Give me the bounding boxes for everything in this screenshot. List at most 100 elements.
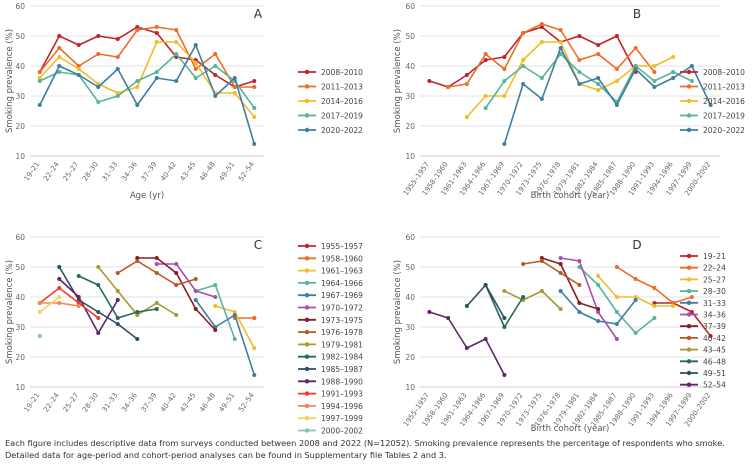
data-point <box>633 298 638 302</box>
data-point <box>135 256 140 260</box>
data-point <box>154 31 159 35</box>
data-point <box>689 79 694 83</box>
data-point <box>689 64 694 68</box>
data-point <box>193 307 198 311</box>
data-point <box>154 25 159 29</box>
data-point <box>96 82 101 86</box>
legend-label: 1961–1963 <box>321 267 363 276</box>
y-tick-label: 30 <box>405 323 415 332</box>
data-point <box>96 100 101 104</box>
legend-label: 1967–1969 <box>321 291 363 300</box>
legend-item: 25–27 <box>680 275 726 284</box>
y-tick-label: 50 <box>405 263 415 272</box>
data-point <box>558 289 563 293</box>
data-point <box>193 43 198 47</box>
data-point <box>708 334 713 338</box>
data-point <box>96 265 101 269</box>
data-point <box>76 304 81 308</box>
legend-label: 1964–1966 <box>321 279 363 288</box>
y-tick-label: 40 <box>405 62 415 71</box>
series-1991-1993 <box>37 286 101 320</box>
legend-label: 1991–1993 <box>321 390 363 399</box>
legend-label: 2000–2002 <box>321 427 363 436</box>
y-tick-label: 50 <box>15 32 25 41</box>
legend-label: 49–51 <box>703 369 726 378</box>
data-point <box>252 85 257 89</box>
data-point <box>57 34 62 38</box>
series-1994-1996 <box>37 301 81 308</box>
legend-item: 34–36 <box>680 311 726 320</box>
data-point <box>37 70 42 74</box>
legend-swatch-marker <box>686 370 692 376</box>
data-point <box>539 259 544 263</box>
data-point <box>502 373 507 377</box>
data-point <box>577 310 582 314</box>
data-point <box>596 310 601 314</box>
legend-label: 1985–1987 <box>321 365 363 374</box>
legend-item: 28–30 <box>680 287 726 296</box>
legend-item: 1973–1975 <box>298 316 363 325</box>
series-line <box>522 260 580 286</box>
x-tick-label: 49–51 <box>218 392 237 414</box>
x-tick-label: 28–30 <box>81 161 100 183</box>
legend-swatch-marker <box>686 253 692 259</box>
legend-item: 46–48 <box>680 357 726 366</box>
legend-label: 2011–2013 <box>703 83 745 92</box>
data-point <box>135 313 140 317</box>
series-1973-1975 <box>135 256 218 332</box>
data-point <box>76 64 81 68</box>
legend-swatch-marker <box>686 312 692 317</box>
panel-label: B <box>633 7 641 21</box>
data-point <box>577 34 582 38</box>
legend-label: 2014–2016 <box>703 97 745 106</box>
data-point <box>57 64 62 68</box>
data-point <box>96 34 101 38</box>
x-tick-label: 49–51 <box>218 161 237 183</box>
data-point <box>521 64 526 68</box>
legend-label: 1994–1996 <box>321 402 363 411</box>
series-line <box>466 41 674 118</box>
legend-swatch-marker <box>686 127 692 133</box>
legend-label: 2011–2013 <box>321 83 363 92</box>
legend-item: 2020–2022 <box>680 126 745 135</box>
data-point <box>483 58 488 62</box>
legend-swatch-marker <box>686 324 692 329</box>
data-point <box>464 73 469 77</box>
x-tick-label: 34–36 <box>120 391 139 413</box>
legend-item: 31–33 <box>680 299 726 308</box>
legend-item: 1991–1993 <box>298 390 363 399</box>
series-52-54 <box>427 310 507 377</box>
data-point <box>213 295 218 299</box>
data-point <box>652 304 657 308</box>
data-point <box>427 79 432 83</box>
panel-label: D <box>632 238 641 252</box>
series-line <box>195 299 256 376</box>
data-point <box>464 115 469 119</box>
data-point <box>614 322 619 326</box>
x-axis-title: Birth cohort (year) <box>531 191 610 201</box>
data-point <box>213 94 218 98</box>
legend: 19–21 22–24 25–27 28–30 31–33 34–36 37–39 40–42… <box>680 252 726 390</box>
data-point <box>502 94 507 98</box>
data-point <box>652 316 657 320</box>
data-point <box>596 52 601 56</box>
data-point <box>558 271 563 275</box>
legend-label: 34–36 <box>703 311 726 320</box>
data-point <box>193 277 198 281</box>
series-2011-2013 <box>37 25 257 89</box>
series-line <box>39 26 255 88</box>
data-point <box>521 82 526 86</box>
data-point <box>596 319 601 323</box>
data-point <box>115 55 120 59</box>
series-line <box>484 53 693 109</box>
data-point <box>213 52 218 56</box>
x-axis-title: Age (yr) <box>130 191 164 201</box>
chart-panel-a: 10 20 30 40 50 60 19–21 22–24 25–27 28–30 31–33 34–… <box>5 2 363 201</box>
legend-label: 37–39 <box>703 322 726 331</box>
data-point <box>558 46 563 50</box>
series-line <box>429 26 637 88</box>
data-point <box>502 67 507 71</box>
chart-panel-d: 1020304050601955–19571958–19601961–19631… <box>393 233 726 434</box>
legend-item: 1967–1969 <box>298 291 363 300</box>
figure-caption: Each figure includes descriptive data fr… <box>5 437 750 461</box>
